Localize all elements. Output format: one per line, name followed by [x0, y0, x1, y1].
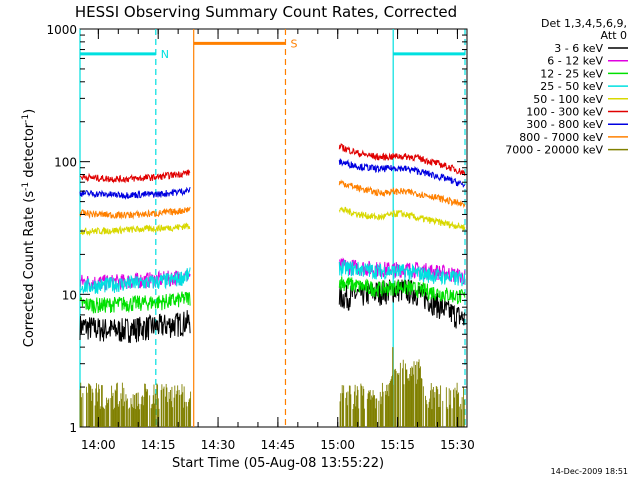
y-axis-label: Corrected Count Rate (s-1 detector-1)	[21, 109, 37, 347]
legend-label-0: 3 - 6 keV	[554, 42, 603, 55]
interval-label-N: N	[161, 48, 169, 61]
event-markers: NS	[79, 29, 466, 427]
y-tick-label-3: 1000	[46, 23, 77, 37]
series-5	[79, 143, 466, 184]
x-axis-label: Start Time (05-Aug-08 13:55:22)	[172, 456, 384, 471]
footer-date: 14-Dec-2009 18:51	[551, 467, 628, 476]
legend-label-7: 800 - 7000 keV	[519, 131, 603, 144]
series-layer	[79, 143, 466, 427]
x-tick-label-5: 15:15	[380, 438, 415, 452]
x-tick-label-4: 15:00	[320, 438, 355, 452]
series-7	[79, 179, 466, 220]
series-4	[79, 206, 466, 237]
x-tick-label-0: 14:00	[81, 438, 116, 452]
y-tick-label-1: 10	[62, 288, 77, 302]
legend-label-6: 300 - 800 keV	[526, 118, 603, 131]
x-tick-label-1: 14:15	[141, 438, 176, 452]
x-tick-label-2: 14:30	[201, 438, 236, 452]
series-8	[79, 347, 465, 427]
legend-label-5: 100 - 300 keV	[526, 106, 603, 119]
legend-label-2: 12 - 25 keV	[540, 67, 603, 80]
legend-label-8: 7000 - 20000 keV	[505, 144, 603, 157]
chart-title: HESSI Observing Summary Count Rates, Cor…	[75, 3, 457, 21]
x-tick-label-3: 14:45	[261, 438, 296, 452]
legend-label-1: 6 - 12 keV	[547, 55, 603, 68]
y-tick-label-2: 100	[54, 156, 77, 170]
x-tick-label-6: 15:30	[440, 438, 475, 452]
legend-header-line-2: Att 0	[601, 29, 627, 42]
legend-label-3: 25 - 50 keV	[540, 80, 603, 93]
axes: 14:00 14:15 14:30 14:45 15:00 15:15 15:30 1 10 10…	[46, 23, 474, 452]
series-6	[79, 158, 466, 201]
legend-label-4: 50 - 100 keV	[533, 93, 603, 106]
legend-header-line-1: Det 1,3,4,5,6,9,	[541, 17, 627, 30]
interval-label-S: S	[290, 37, 297, 50]
y-tick-label-0: 1	[69, 421, 77, 435]
series-2	[79, 276, 466, 314]
series-3	[79, 259, 466, 294]
